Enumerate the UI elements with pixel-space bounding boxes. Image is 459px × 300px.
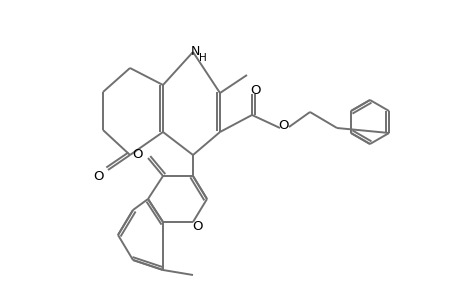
Text: O: O <box>133 148 143 160</box>
Text: O: O <box>192 220 203 233</box>
Text: O: O <box>278 118 289 131</box>
Text: H: H <box>199 53 207 63</box>
Text: N: N <box>190 44 199 58</box>
Text: O: O <box>250 83 261 97</box>
Text: O: O <box>94 169 104 182</box>
